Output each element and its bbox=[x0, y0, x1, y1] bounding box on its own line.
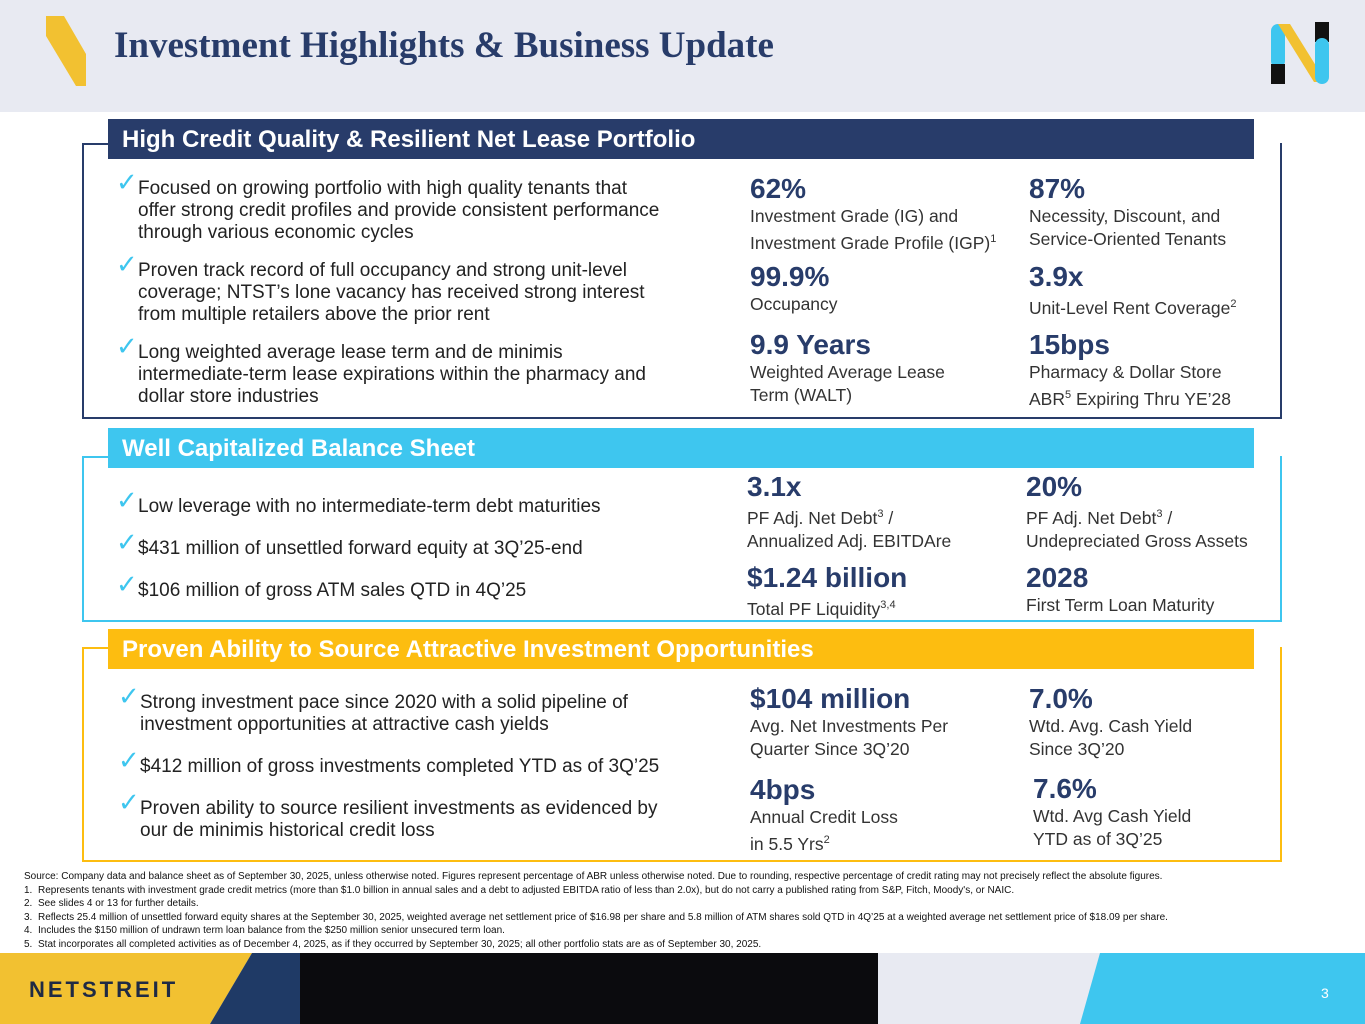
list-item: ✓ Focused on growing portfolio with high… bbox=[116, 168, 660, 243]
list-item: ✓ Proven track record of full occupancy … bbox=[116, 250, 645, 325]
netstreit-wordmark: NETSTREIT bbox=[29, 977, 179, 1002]
stat-liquidity: $1.24 billion Total PF Liquidity3,4 bbox=[747, 562, 908, 619]
portfolio-bullets: ✓ Focused on growing portfolio with high… bbox=[116, 168, 726, 408]
checkmark-icon: ✓ bbox=[116, 332, 138, 362]
stat-walt: 9.9 Years Weighted Average Lease Term (W… bbox=[750, 329, 945, 405]
netstreit-logo-icon bbox=[1271, 22, 1329, 84]
list-item: ✓ Strong investment pace since 2020 with… bbox=[118, 682, 628, 735]
stat-cash-yield-since: 7.0% Wtd. Avg. Cash Yield Since 3Q’20 bbox=[1029, 683, 1193, 759]
footnote: 5. Stat incorporates all completed activi… bbox=[24, 938, 762, 950]
footnotes: Source: Company data and balance sheet a… bbox=[24, 870, 1344, 951]
source-note: Source: Company data and balance sheet a… bbox=[24, 871, 1163, 882]
footnote: 1. Represents tenants with investment gra… bbox=[24, 884, 1015, 896]
list-item: ✓ $412 million of gross investments comp… bbox=[118, 746, 660, 777]
footnote: 4. Includes the $150 million of undrawn t… bbox=[24, 925, 505, 936]
list-item: ✓ Low leverage with no intermediate-term… bbox=[116, 486, 601, 517]
checkmark-icon: ✓ bbox=[118, 788, 140, 818]
section-portfolio-frame bbox=[82, 143, 1282, 419]
footer-color-bands bbox=[0, 953, 1365, 1024]
stat-ig-percent: 62% Investment Grade (IG) and Investment… bbox=[750, 173, 997, 253]
footnote: 3. Reflects 25.4 million of unsettled for… bbox=[24, 911, 1168, 923]
stat-net-debt-assets: 20% PF Adj. Net Debt3 / Undepreciated Gr… bbox=[1026, 471, 1248, 551]
section-investments-frame bbox=[82, 647, 1282, 862]
list-item: ✓ Proven ability to source resilient inv… bbox=[118, 788, 658, 841]
page-number: 3 bbox=[1321, 985, 1329, 1001]
stat-credit-loss: 4bps Annual Credit Loss in 5.5 Yrs2 bbox=[750, 774, 898, 854]
checkmark-icon: ✓ bbox=[116, 168, 138, 198]
gold-accent-mark bbox=[46, 16, 86, 86]
checkmark-icon: ✓ bbox=[118, 746, 140, 776]
stat-rent-coverage: 3.9x Unit-Level Rent Coverage2 bbox=[1029, 261, 1237, 318]
section-investments-heading: Proven Ability to Source Attractive Inve… bbox=[108, 629, 1254, 669]
stat-cash-yield-ytd: 7.6% Wtd. Avg Cash Yield YTD as of 3Q’25 bbox=[1033, 773, 1192, 849]
stat-occupancy: 99.9% Occupancy bbox=[750, 261, 838, 314]
checkmark-icon: ✓ bbox=[116, 486, 138, 516]
checkmark-icon: ✓ bbox=[116, 570, 138, 600]
footnote: 2. See slides 4 or 13 for further details… bbox=[24, 898, 199, 909]
list-item: ✓ $431 million of unsettled forward equi… bbox=[116, 528, 583, 559]
section-balance-sheet-frame bbox=[82, 456, 1282, 622]
stat-necessity-percent: 87% Necessity, Discount, and Service-Ori… bbox=[1029, 173, 1227, 249]
page-title: Investment Highlights & Business Update bbox=[114, 25, 774, 66]
stat-net-debt-ebitda: 3.1x PF Adj. Net Debt3 / Annualized Adj.… bbox=[747, 471, 952, 551]
section-balance-sheet-heading: Well Capitalized Balance Sheet bbox=[108, 428, 1254, 468]
stat-loan-maturity: 2028 First Term Loan Maturity bbox=[1026, 562, 1215, 615]
checkmark-icon: ✓ bbox=[116, 250, 138, 280]
header-bar: Investment Highlights & Business Update bbox=[0, 0, 1365, 112]
investments-bullets: ✓ Strong investment pace since 2020 with… bbox=[118, 682, 728, 842]
checkmark-icon: ✓ bbox=[116, 528, 138, 558]
checkmark-icon: ✓ bbox=[118, 682, 140, 712]
footer-bar: NETSTREIT 3 bbox=[0, 953, 1365, 1024]
list-item: ✓ Long weighted average lease term and d… bbox=[116, 332, 646, 407]
balance-sheet-bullets: ✓ Low leverage with no intermediate-term… bbox=[116, 486, 716, 602]
section-portfolio-heading: High Credit Quality & Resilient Net Leas… bbox=[108, 119, 1254, 159]
stat-avg-net-investments: $104 million Avg. Net Investments Per Qu… bbox=[750, 683, 949, 759]
stat-abr-expiring: 15bps Pharmacy & Dollar Store ABR5 Expir… bbox=[1029, 329, 1231, 409]
list-item: ✓ $106 million of gross ATM sales QTD in… bbox=[116, 570, 527, 601]
